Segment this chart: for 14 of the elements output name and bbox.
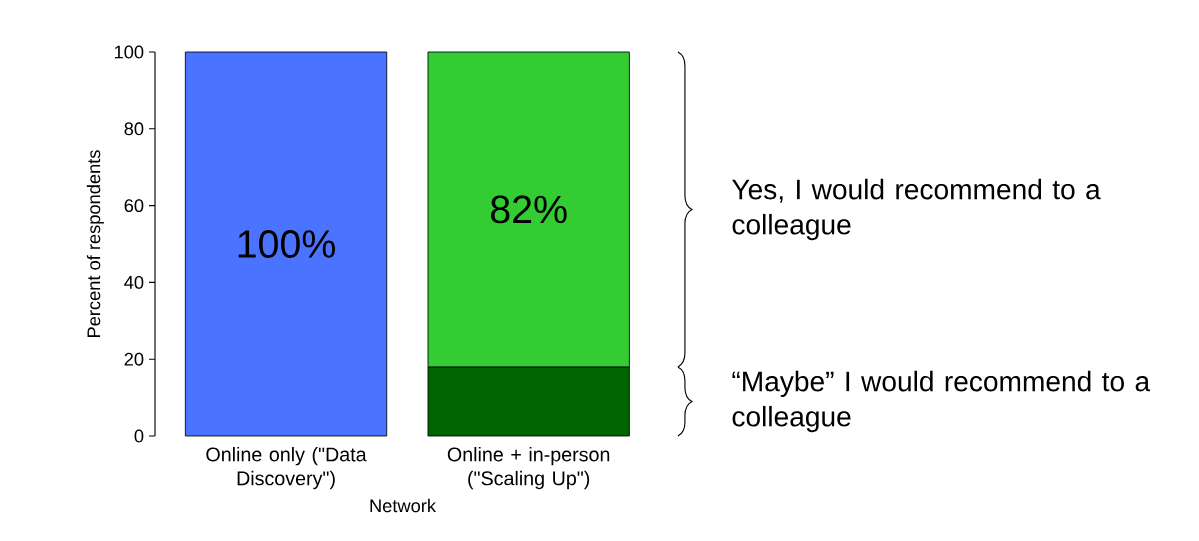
y-tick-label: 20	[124, 352, 144, 366]
y-tick-label: 80	[124, 122, 144, 136]
text: “Maybe” I would recommend to a colleague	[732, 370, 1151, 433]
x-tick-label: Online + in-person ("Scaling Up")	[447, 446, 610, 490]
y-tick-label: 40	[124, 275, 144, 289]
y-tick-label: 100	[114, 45, 144, 59]
y-tick-label: 60	[124, 199, 144, 213]
y-axis-title: Percent of respondents	[86, 150, 104, 337]
data-label: 100%	[238, 230, 335, 258]
x-axis-title: Network	[370, 498, 437, 513]
y-tick-label: 0	[134, 429, 144, 443]
text: Yes, I would recommend to a colleague	[732, 178, 1101, 241]
x-tick-label: Online only ("Data Discovery")	[206, 446, 367, 490]
data-label: 82%	[491, 195, 567, 224]
